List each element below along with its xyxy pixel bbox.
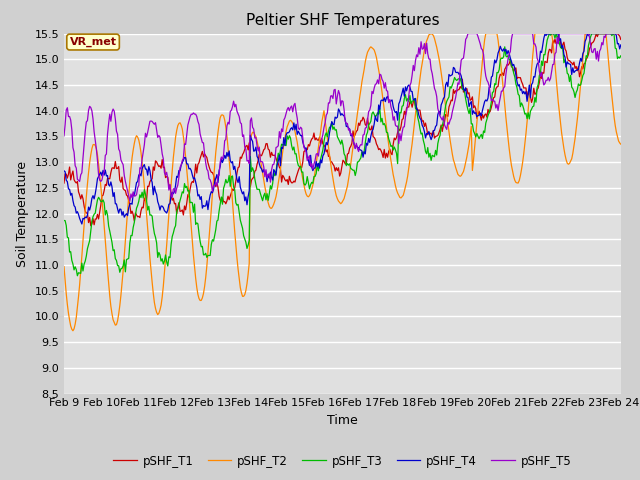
pSHF_T1 (329, 161, 337, 167)
pSHF_T2 (606, 71, 614, 77)
Line: pSHF_T3: pSHF_T3 (64, 34, 621, 276)
pSHF_T4 (60, 168, 68, 174)
pSHF_T2 (393, 187, 401, 193)
pSHF_T3 (393, 151, 401, 156)
Y-axis label: Soil Temperature: Soil Temperature (16, 161, 29, 266)
pSHF_T4 (326, 130, 333, 135)
pSHF_T4 (617, 42, 625, 48)
Text: VR_met: VR_met (70, 37, 116, 47)
pSHF_T5 (329, 96, 337, 101)
pSHF_T2 (60, 264, 68, 270)
pSHF_T5 (393, 123, 401, 129)
pSHF_T5 (606, 31, 614, 36)
pSHF_T5 (326, 100, 333, 106)
pSHF_T1 (362, 123, 370, 129)
pSHF_T1 (518, 79, 525, 84)
pSHF_T1 (393, 134, 401, 140)
pSHF_T4 (362, 140, 370, 146)
pSHF_T2 (69, 328, 77, 334)
pSHF_T3 (326, 124, 333, 130)
pSHF_T5 (60, 133, 68, 139)
pSHF_T3 (518, 100, 525, 106)
pSHF_T5 (519, 31, 527, 36)
Legend: pSHF_T1, pSHF_T2, pSHF_T3, pSHF_T4, pSHF_T5: pSHF_T1, pSHF_T2, pSHF_T3, pSHF_T4, pSHF… (109, 450, 576, 472)
pSHF_T3 (60, 217, 68, 223)
pSHF_T1 (326, 154, 333, 159)
pSHF_T1 (617, 36, 625, 42)
pSHF_T4 (329, 121, 337, 127)
pSHF_T3 (606, 31, 614, 36)
pSHF_T2 (329, 176, 337, 181)
pSHF_T4 (393, 108, 401, 114)
pSHF_T3 (329, 126, 337, 132)
pSHF_T4 (543, 31, 551, 36)
Line: pSHF_T1: pSHF_T1 (64, 34, 621, 226)
pSHF_T5 (126, 198, 134, 204)
Line: pSHF_T5: pSHF_T5 (64, 34, 621, 201)
pSHF_T1 (87, 223, 95, 228)
pSHF_T3 (74, 273, 81, 278)
pSHF_T3 (362, 132, 370, 138)
pSHF_T5 (362, 125, 370, 131)
pSHF_T3 (545, 31, 553, 36)
Title: Peltier SHF Temperatures: Peltier SHF Temperatures (246, 13, 439, 28)
Line: pSHF_T2: pSHF_T2 (64, 34, 621, 331)
pSHF_T4 (606, 31, 614, 36)
pSHF_T5 (617, 31, 625, 36)
X-axis label: Time: Time (327, 414, 358, 427)
pSHF_T2 (428, 31, 435, 36)
pSHF_T2 (326, 153, 333, 158)
pSHF_T1 (60, 180, 68, 186)
pSHF_T2 (617, 141, 625, 147)
pSHF_T1 (606, 31, 614, 36)
pSHF_T2 (519, 160, 527, 166)
pSHF_T3 (617, 53, 625, 59)
pSHF_T5 (464, 31, 472, 36)
pSHF_T1 (593, 31, 600, 36)
pSHF_T4 (518, 86, 525, 92)
Line: pSHF_T4: pSHF_T4 (64, 34, 621, 224)
pSHF_T4 (78, 221, 86, 227)
pSHF_T2 (362, 54, 370, 60)
